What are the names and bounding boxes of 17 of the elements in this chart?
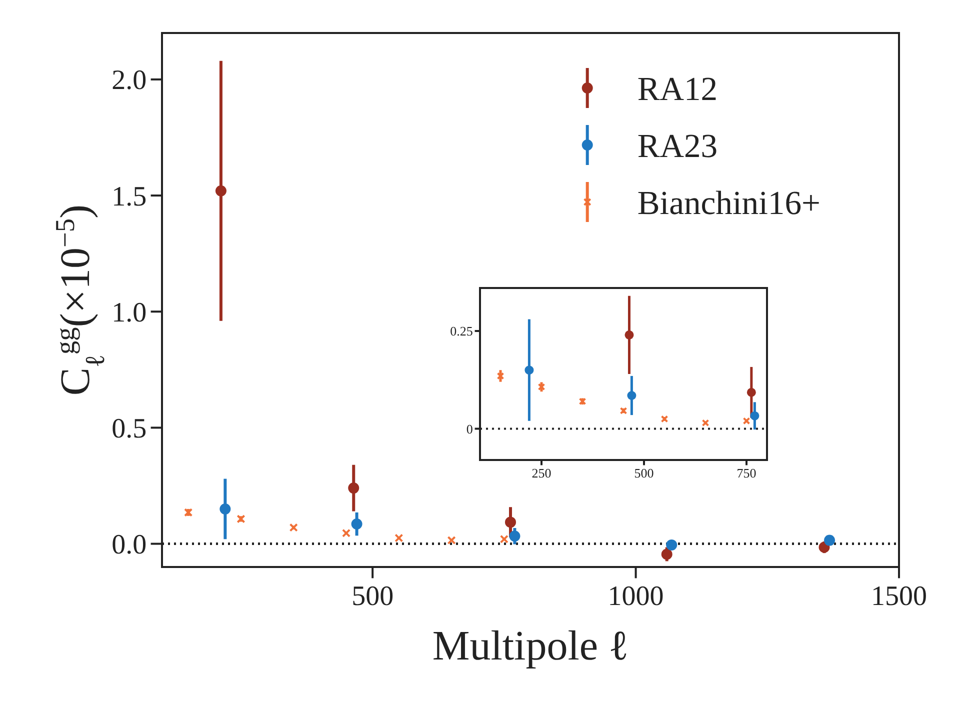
y-tick-label: 2.0 bbox=[112, 65, 147, 96]
x-tick-label: 500 bbox=[352, 580, 394, 612]
x-tick-label: 1000 bbox=[608, 580, 664, 612]
x-axis-title: Multipole ℓ bbox=[432, 623, 629, 670]
y-tick-label: 0 bbox=[466, 421, 473, 436]
x-tick-label: 1500 bbox=[871, 580, 927, 612]
legend-label: Bianchini16+ bbox=[637, 184, 820, 222]
y-tick-label: 0.5 bbox=[112, 413, 147, 444]
y-tick-label: 1.5 bbox=[112, 181, 147, 212]
y-tick-label: 0.0 bbox=[112, 530, 147, 561]
legend-label: RA12 bbox=[637, 70, 718, 108]
y-tick-label: 0.25 bbox=[450, 324, 473, 339]
x-tick-label: 250 bbox=[532, 466, 552, 481]
x-tick-label: 500 bbox=[634, 466, 654, 481]
legend-label: RA23 bbox=[637, 128, 718, 165]
x-tick-label: 750 bbox=[736, 466, 756, 481]
y-tick-label: 1.0 bbox=[112, 297, 147, 328]
